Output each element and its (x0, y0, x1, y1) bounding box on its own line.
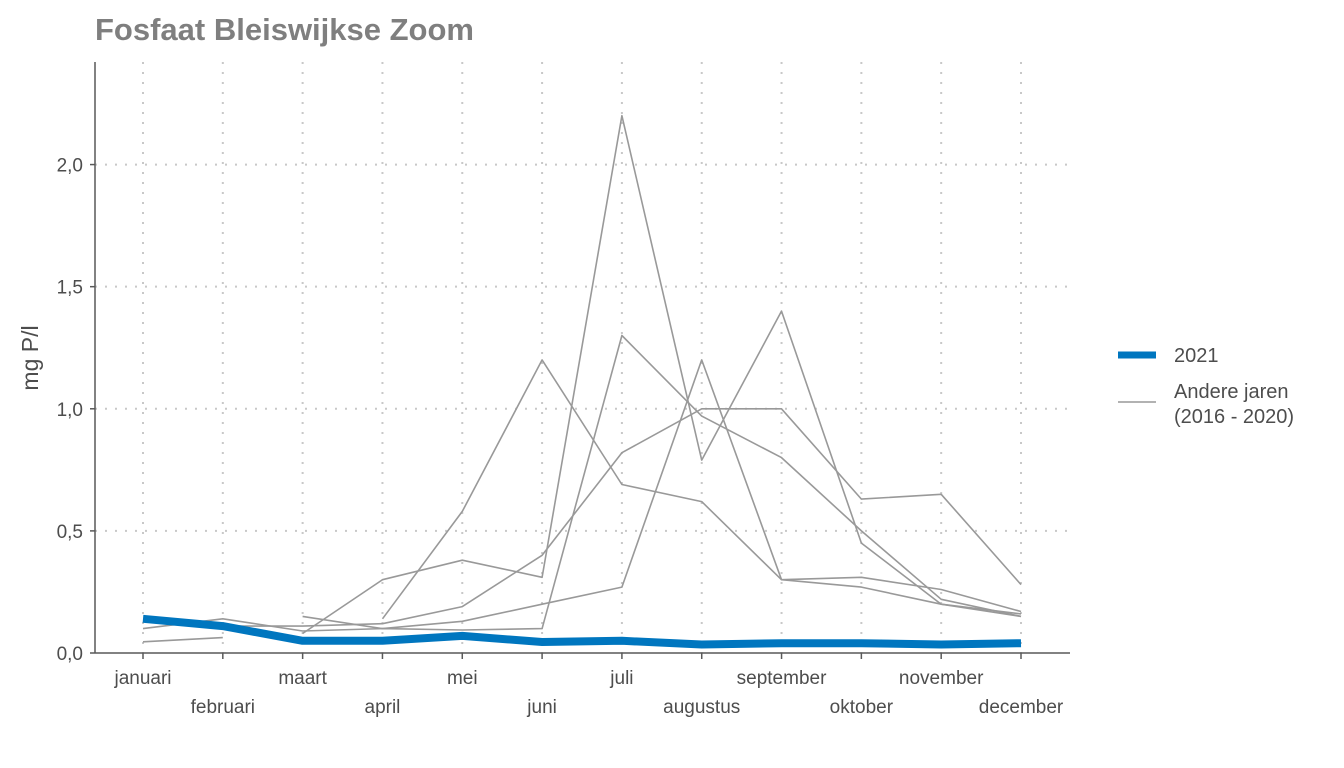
series-line-other-year (302, 359, 1022, 630)
x-tick-label: december (979, 697, 1064, 718)
legend-label-2021: 2021 (1174, 345, 1219, 367)
x-tick-label: mei (447, 668, 478, 689)
series-line-other-year (142, 334, 1022, 632)
y-tick-label: 2,0 (57, 156, 83, 177)
x-ticks: januari februari maart april mei juni juli augu… (113, 653, 1064, 718)
y-axis-title: mg P/l (17, 325, 43, 390)
y-tick-label: 0,0 (57, 644, 83, 665)
x-tick-label: november (899, 668, 984, 689)
series-line-other-year (142, 359, 1022, 643)
series-line-2021 (142, 614, 1022, 649)
legend: 2021 Andere jaren (2016 - 2020) (1118, 345, 1294, 428)
series-line-other-year (302, 114, 1022, 635)
x-tick-label: augustus (663, 697, 740, 718)
y-tick-label: 1,5 (57, 278, 83, 299)
legend-label-other-years-range: (2016 - 2020) (1174, 406, 1294, 428)
grid (95, 62, 1070, 653)
y-tick-label: 1,0 (57, 400, 83, 421)
x-tick-label: oktober (830, 697, 894, 718)
x-tick-label: april (365, 697, 401, 718)
legend-label-other-years: Andere jaren (1174, 381, 1289, 403)
x-tick-label: september (737, 668, 827, 689)
x-tick-label: juni (526, 697, 557, 718)
x-tick-label: juli (609, 668, 633, 689)
y-tick-label: 0,5 (57, 522, 83, 543)
x-tick-label: januari (113, 668, 171, 689)
series-lines (142, 114, 1022, 649)
series-line-other-year (222, 408, 1022, 627)
chart-title: Fosfaat Bleiswijkse Zoom (95, 12, 474, 47)
x-tick-label: maart (278, 668, 327, 689)
y-ticks: 0,0 0,5 1,0 1,5 2,0 (57, 156, 95, 665)
x-tick-label: februari (191, 697, 255, 718)
